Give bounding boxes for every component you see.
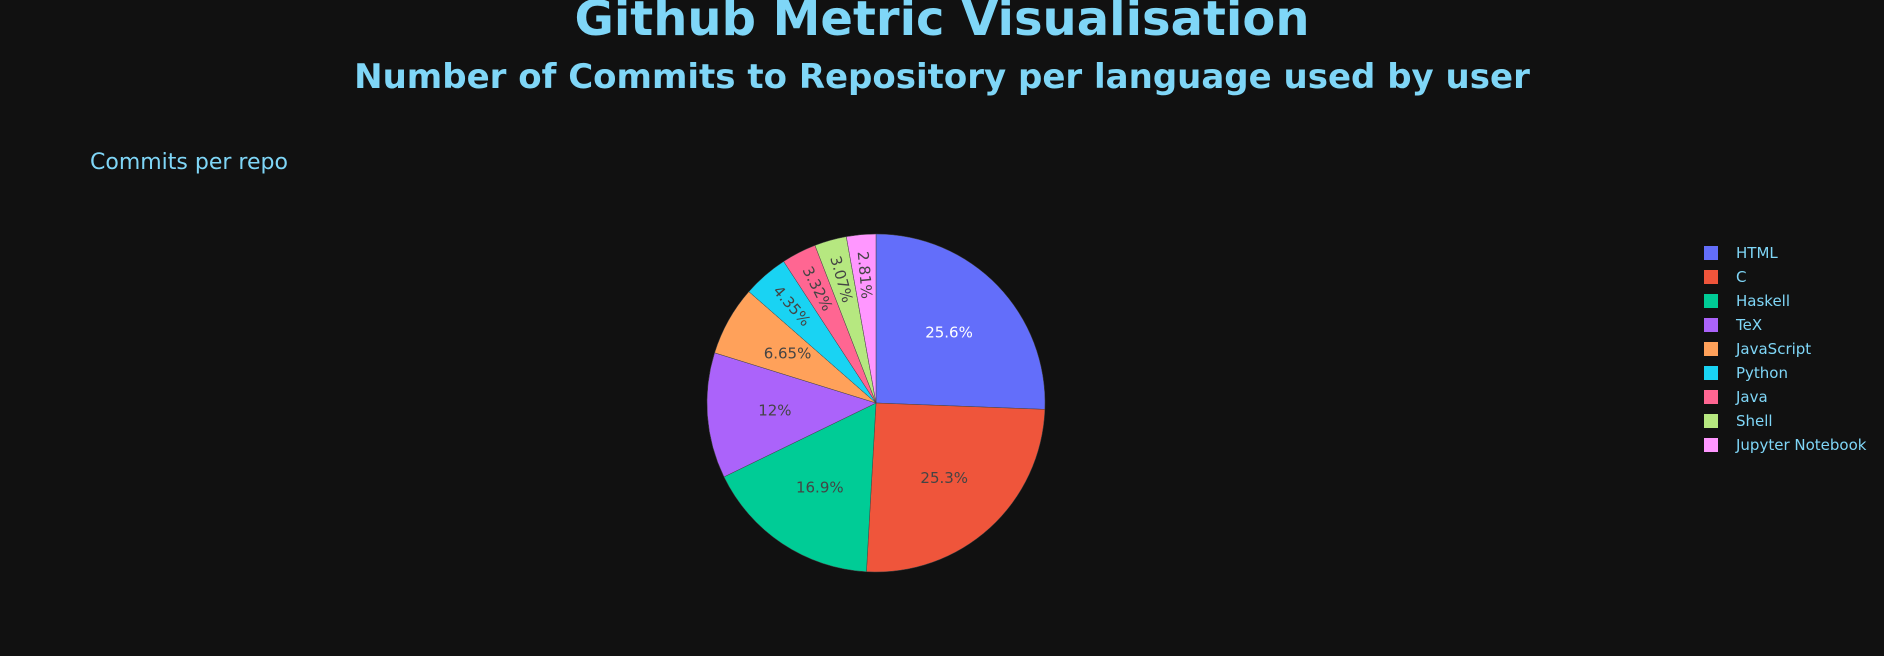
legend-label: C bbox=[1736, 267, 1747, 286]
legend-item-javascript[interactable]: JavaScript bbox=[1704, 337, 1884, 361]
legend-swatch bbox=[1704, 318, 1718, 332]
legend-item-tex[interactable]: TeX bbox=[1704, 313, 1884, 337]
legend-item-java[interactable]: Java bbox=[1704, 385, 1884, 409]
legend-label: Shell bbox=[1736, 411, 1773, 430]
legend-swatch bbox=[1704, 414, 1718, 428]
legend-swatch bbox=[1704, 438, 1718, 452]
legend-swatch bbox=[1704, 390, 1718, 404]
pie-slice-html[interactable] bbox=[875, 233, 1046, 410]
legend-swatch bbox=[1704, 294, 1718, 308]
legend-item-jupyter-notebook[interactable]: Jupyter Notebook bbox=[1704, 433, 1884, 457]
page-title: Github Metric Visualisation bbox=[574, 0, 1310, 47]
pie-slice-label: 2.81% bbox=[854, 251, 876, 300]
pie-slice-label: 16.9% bbox=[796, 478, 844, 496]
pie-slice-label: 12% bbox=[758, 402, 791, 420]
chart-title: Commits per repo bbox=[90, 150, 288, 175]
legend-label: Python bbox=[1736, 363, 1788, 382]
page-subtitle: Number of Commits to Repository per lang… bbox=[354, 57, 1530, 97]
legend: HTML C Haskell TeX JavaScript Python Java Shell… bbox=[1704, 241, 1884, 457]
legend-label: JavaScript bbox=[1736, 339, 1812, 358]
legend-item-shell[interactable]: Shell bbox=[1704, 409, 1884, 433]
pie-slice-tex[interactable] bbox=[706, 352, 877, 478]
pie-slice-label: 25.3% bbox=[920, 469, 968, 487]
legend-swatch bbox=[1704, 342, 1718, 356]
legend-label: Haskell bbox=[1736, 291, 1791, 310]
legend-item-haskell[interactable]: Haskell bbox=[1704, 289, 1884, 313]
pie-slice-label: 6.65% bbox=[764, 344, 812, 362]
pie-slice-label: 25.6% bbox=[925, 324, 973, 342]
legend-label: HTML bbox=[1736, 243, 1778, 262]
legend-swatch bbox=[1704, 366, 1718, 380]
legend-label: Java bbox=[1736, 387, 1768, 406]
pie-slice-haskell[interactable] bbox=[723, 402, 877, 572]
pie-slice-jupyter-notebook[interactable] bbox=[846, 233, 877, 404]
legend-swatch bbox=[1704, 246, 1718, 260]
legend-item-html[interactable]: HTML bbox=[1704, 241, 1884, 265]
legend-label: Jupyter Notebook bbox=[1736, 435, 1867, 454]
legend-swatch bbox=[1704, 270, 1718, 284]
pie-slice-c[interactable] bbox=[866, 402, 1046, 573]
legend-item-c[interactable]: C bbox=[1704, 265, 1884, 289]
legend-label: TeX bbox=[1736, 315, 1763, 334]
legend-item-python[interactable]: Python bbox=[1704, 361, 1884, 385]
